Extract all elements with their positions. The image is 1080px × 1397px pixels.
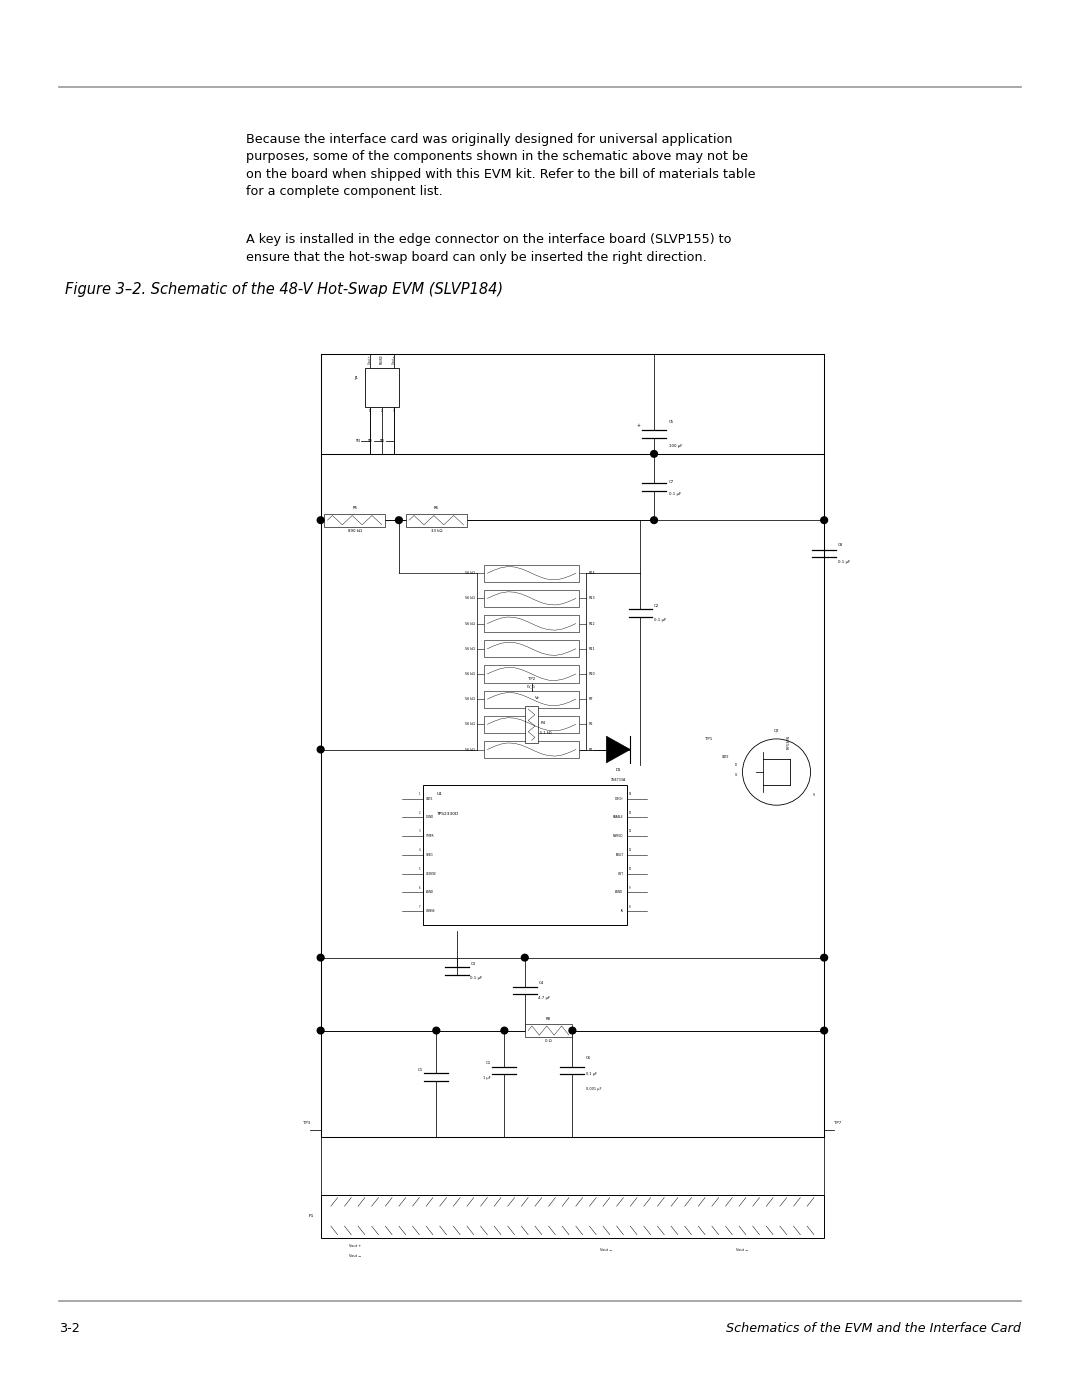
Text: 3-2: 3-2 [59, 1322, 80, 1336]
Text: A key is installed in the edge connector on the interface board (SLVP155) to
ens: A key is installed in the edge connector… [246, 233, 732, 264]
Text: Because the interface card was originally designed for universal application
pur: Because the interface card was originall… [246, 133, 756, 198]
Text: Schematics of the EVM and the Interface Card: Schematics of the EVM and the Interface … [726, 1322, 1021, 1336]
Text: Figure 3–2. Schematic of the 48-V Hot-Swap EVM (SLVP184): Figure 3–2. Schematic of the 48-V Hot-Sw… [65, 282, 503, 298]
